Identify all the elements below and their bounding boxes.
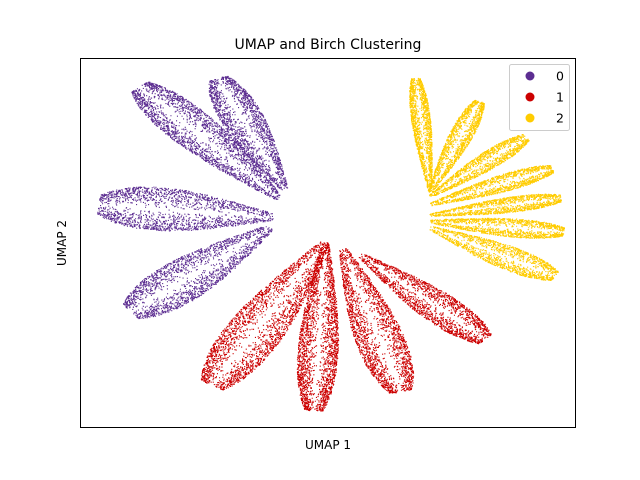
legend-label-2: 2 — [556, 111, 564, 126]
x-axis-label: UMAP 1 — [305, 438, 351, 452]
legend: 0 1 2 — [509, 64, 570, 131]
legend-marker-0 — [525, 71, 535, 81]
legend-marker-2 — [525, 113, 535, 123]
legend-marker-1 — [525, 92, 535, 102]
legend-label-0: 0 — [556, 69, 564, 84]
series-1-points — [200, 241, 492, 412]
legend-frame — [509, 64, 570, 131]
data-points — [97, 75, 565, 412]
y-axis-label: UMAP 2 — [55, 220, 69, 266]
plot-frame — [80, 58, 576, 428]
chart-title: UMAP and Birch Clustering — [235, 37, 422, 53]
series-0-points — [97, 75, 289, 320]
series-2-points — [409, 77, 565, 282]
legend-label-1: 1 — [556, 90, 564, 105]
